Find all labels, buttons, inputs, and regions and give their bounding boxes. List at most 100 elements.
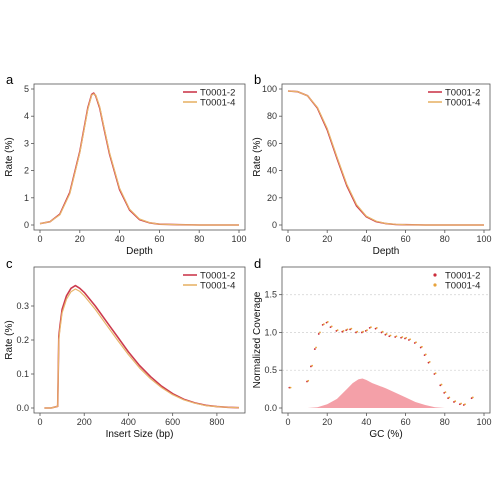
y-tick-label: 100 bbox=[262, 84, 277, 94]
data-point bbox=[415, 341, 417, 344]
x-tick-label: 40 bbox=[115, 234, 125, 244]
data-point bbox=[395, 335, 398, 338]
data-point bbox=[405, 336, 408, 339]
x-tick-label: 60 bbox=[401, 234, 411, 244]
data-point bbox=[289, 386, 292, 389]
panel-d: d 0 20 40 60 80 100 0.0 0.5 1.0 1.5 GC (%) Normalize… bbox=[252, 256, 492, 440]
data-point bbox=[350, 327, 353, 330]
data-point bbox=[342, 330, 345, 332]
legend-swatch bbox=[433, 283, 437, 287]
x-tick-label: 40 bbox=[361, 234, 371, 244]
data-point bbox=[370, 326, 372, 329]
x-tick-label: 200 bbox=[77, 417, 92, 427]
x-tick-label: 80 bbox=[440, 417, 450, 427]
data-point bbox=[336, 329, 339, 332]
data-point bbox=[409, 338, 412, 341]
legend-swatch bbox=[433, 273, 437, 277]
panel-letter: d bbox=[254, 256, 261, 271]
data-point bbox=[424, 353, 427, 356]
x-tick-label: 100 bbox=[231, 234, 246, 244]
data-point bbox=[464, 403, 466, 406]
x-axis-title: Depth bbox=[373, 246, 400, 257]
data-point bbox=[420, 345, 423, 348]
y-tick-label: 0 bbox=[24, 220, 29, 230]
series-line-T0001-4 bbox=[39, 93, 239, 226]
x-tick-label: 60 bbox=[401, 417, 411, 427]
data-point bbox=[330, 325, 333, 328]
y-tick-label: 4 bbox=[24, 111, 29, 121]
y-tick-label: 3 bbox=[24, 138, 29, 148]
x-tick-label: 100 bbox=[476, 234, 491, 244]
data-point bbox=[440, 383, 443, 386]
x-tick-label: 20 bbox=[322, 417, 332, 427]
data-point bbox=[346, 328, 349, 331]
x-tick-label: 0 bbox=[285, 234, 290, 244]
x-tick-label: 0 bbox=[37, 417, 42, 427]
x-tick-label: 80 bbox=[194, 234, 204, 244]
data-point bbox=[362, 330, 364, 333]
data-point bbox=[381, 330, 384, 333]
x-axis-title: Depth bbox=[126, 246, 153, 257]
y-axis-title: Normalized Coverage bbox=[252, 291, 263, 388]
data-point bbox=[448, 396, 451, 399]
y-tick-label: 40 bbox=[267, 166, 277, 176]
y-tick-label: 1 bbox=[24, 193, 29, 203]
data-point bbox=[434, 372, 437, 375]
panel-b: b 0 20 40 60 80 100 0 20 40 60 80 100 Depth Rate (%) T0… bbox=[252, 72, 492, 257]
data-point bbox=[428, 361, 431, 363]
y-axis-title: Rate (%) bbox=[4, 320, 15, 359]
x-tick-label: 20 bbox=[75, 234, 85, 244]
data-point bbox=[375, 327, 378, 329]
y-tick-label: 2 bbox=[24, 166, 29, 176]
legend-label: T0001-4 bbox=[200, 281, 235, 292]
panel-a: a 0 20 40 60 80 100 0 1 2 3 4 5 Depth Rate (%) T0001-2T… bbox=[4, 72, 247, 257]
y-tick-label: 0.3 bbox=[16, 301, 29, 311]
legend-label: T0001-2 bbox=[200, 88, 235, 99]
data-point bbox=[313, 348, 316, 350]
x-tick-label: 800 bbox=[209, 417, 224, 427]
y-tick-label: 20 bbox=[267, 193, 277, 203]
x-tick-label: 400 bbox=[121, 417, 136, 427]
x-tick-label: 80 bbox=[440, 234, 450, 244]
legend-label: T0001-4 bbox=[445, 281, 480, 292]
x-axis-title: GC (%) bbox=[369, 429, 402, 440]
plot-frame bbox=[281, 83, 491, 231]
legend-label: T0001-2 bbox=[200, 271, 235, 282]
series-line-T0001-2 bbox=[44, 284, 240, 409]
legend-label: T0001-2 bbox=[445, 271, 480, 282]
data-point bbox=[471, 396, 474, 399]
plot-frame bbox=[281, 266, 491, 414]
series-line-T0001-4 bbox=[287, 90, 484, 226]
data-point bbox=[322, 323, 325, 326]
panel-c: c 0 200 400 600 800 0.0 0.1 0.2 0.3 Insert Size (b… bbox=[4, 256, 246, 440]
y-tick-label: 0.2 bbox=[16, 335, 29, 345]
y-tick-label: 1.0 bbox=[264, 327, 277, 337]
y-tick-label: 60 bbox=[267, 138, 277, 148]
series-line-T0001-2 bbox=[287, 90, 484, 226]
data-point bbox=[366, 329, 368, 332]
y-tick-label: 1.5 bbox=[264, 290, 277, 300]
plot-frame bbox=[33, 83, 246, 231]
data-point bbox=[326, 320, 329, 323]
x-tick-label: 40 bbox=[361, 417, 371, 427]
data-point bbox=[311, 364, 314, 367]
y-axis-title: Rate (%) bbox=[4, 137, 15, 176]
x-tick-label: 100 bbox=[476, 417, 491, 427]
data-point bbox=[460, 402, 462, 405]
x-tick-label: 20 bbox=[322, 234, 332, 244]
y-axis-title: Rate (%) bbox=[252, 137, 263, 176]
data-point bbox=[307, 379, 310, 382]
x-tick-label: 0 bbox=[285, 417, 290, 427]
y-tick-label: 0.0 bbox=[264, 403, 277, 413]
data-point bbox=[401, 336, 404, 338]
gc-distribution-area bbox=[307, 378, 445, 408]
data-point bbox=[385, 333, 388, 335]
data-point bbox=[444, 391, 447, 394]
x-tick-label: 0 bbox=[37, 234, 42, 244]
y-tick-label: 0.5 bbox=[264, 365, 277, 375]
panel-letter: c bbox=[6, 256, 13, 271]
x-tick-label: 60 bbox=[154, 234, 164, 244]
series-line-T0001-2 bbox=[39, 92, 239, 226]
legend-label: T0001-2 bbox=[445, 88, 480, 99]
